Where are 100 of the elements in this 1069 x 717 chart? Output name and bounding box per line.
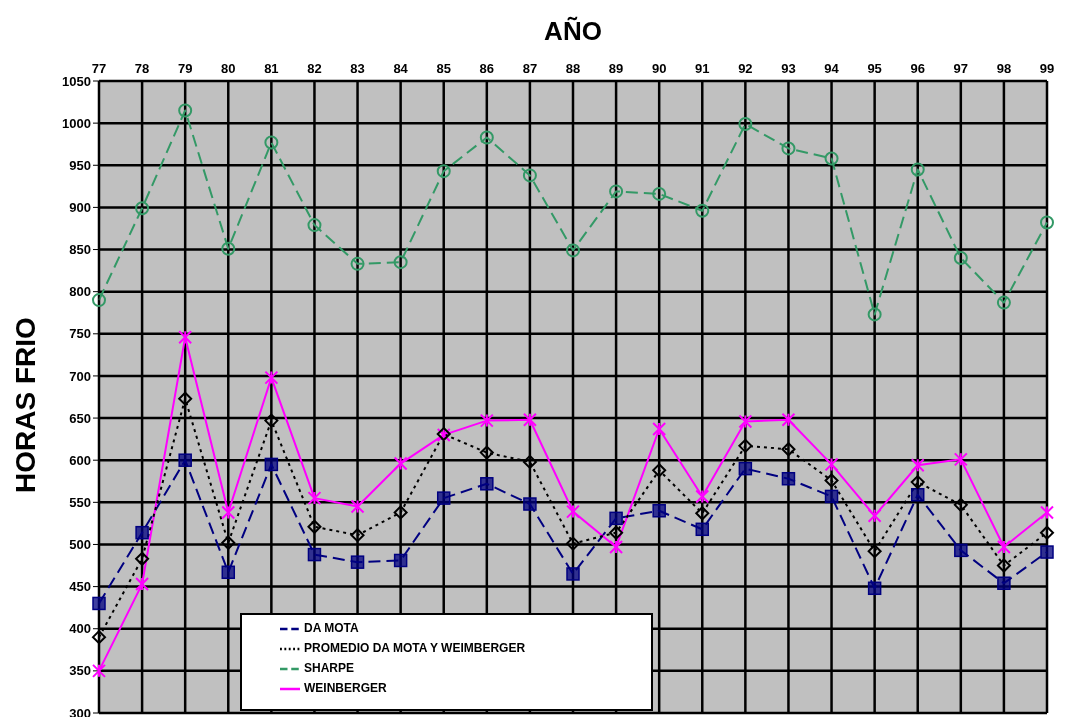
point [350, 499, 365, 514]
point [781, 442, 796, 457]
point [824, 151, 839, 166]
legend-label: PROMEDIO DA MOTA Y WEIMBERGER [304, 641, 526, 656]
point [1040, 525, 1054, 540]
point [996, 539, 1011, 554]
point [953, 497, 968, 512]
point [738, 414, 753, 429]
point [393, 456, 408, 471]
point [996, 295, 1011, 310]
point [738, 461, 753, 476]
point [609, 184, 624, 199]
x-tick-label: 85 [436, 61, 451, 76]
point [566, 536, 580, 551]
point [221, 505, 236, 520]
point [867, 544, 882, 559]
point [652, 504, 666, 518]
point [996, 558, 1011, 573]
point [609, 525, 624, 540]
point [479, 445, 494, 460]
point [738, 116, 753, 131]
point [867, 508, 882, 523]
point [479, 130, 494, 145]
y-tick-label: 1000 [62, 115, 91, 131]
point [824, 489, 839, 504]
x-tick-label: 97 [953, 61, 969, 76]
point [781, 141, 796, 156]
point [350, 555, 365, 569]
x-tick-label: 80 [221, 61, 236, 76]
x-tick-label: 81 [264, 61, 279, 76]
y-tick-label: 350 [69, 663, 91, 679]
x-tick-label: 96 [910, 61, 925, 76]
point [824, 457, 839, 472]
x-tick-label: 88 [565, 61, 581, 76]
x-tick-label: 99 [1039, 61, 1055, 76]
legend-label: SHARPE [304, 661, 355, 676]
y-tick-label: 650 [69, 410, 91, 426]
point [910, 488, 925, 502]
point [178, 391, 193, 406]
point [350, 528, 365, 543]
point [910, 162, 925, 177]
point [479, 413, 494, 428]
point [221, 241, 236, 256]
x-tick-label: 91 [695, 61, 710, 76]
y-tick-label: 800 [69, 284, 91, 300]
y-tick-label: 550 [69, 494, 91, 510]
y-axis-title: HORAS FRIO [10, 317, 42, 493]
point [652, 463, 667, 478]
y-tick-label: 600 [69, 452, 91, 468]
point [480, 477, 494, 491]
point [566, 504, 580, 519]
point [92, 596, 106, 611]
point [1040, 215, 1054, 230]
point [523, 497, 537, 511]
point [522, 168, 537, 183]
point [652, 422, 667, 437]
point [92, 663, 106, 678]
point [307, 519, 322, 534]
point [92, 293, 106, 308]
point [135, 201, 150, 216]
legend-label: DA MOTA [304, 621, 359, 636]
point [436, 491, 451, 505]
point [609, 539, 624, 554]
y-tick-label: 1050 [62, 73, 91, 89]
point [695, 522, 710, 537]
x-axis-title: AÑO [543, 16, 603, 47]
x-tick-label: 86 [479, 61, 495, 76]
point [393, 505, 408, 520]
point [954, 543, 968, 558]
x-tick-label: 90 [651, 61, 667, 76]
y-tick-label: 700 [69, 368, 91, 384]
point [178, 103, 193, 118]
point [997, 576, 1011, 590]
point [738, 438, 753, 453]
point [953, 452, 968, 467]
point [652, 186, 667, 201]
point [695, 203, 710, 218]
point [522, 412, 537, 427]
point [695, 489, 710, 504]
point [781, 412, 796, 427]
point [307, 218, 322, 233]
y-tick-label: 300 [69, 705, 91, 717]
x-tick-label: 95 [867, 61, 882, 76]
point [609, 511, 623, 526]
point [436, 164, 451, 179]
point [221, 535, 236, 550]
legend-label: WEINBERGER [304, 681, 387, 696]
point [910, 458, 925, 473]
point [781, 471, 796, 486]
point [307, 547, 322, 562]
x-tick-label: 78 [134, 61, 150, 76]
point [221, 565, 236, 580]
point [264, 457, 279, 472]
y-tick-label: 500 [69, 537, 91, 553]
x-tick-label: 92 [738, 61, 753, 76]
point [1040, 505, 1054, 520]
point [910, 475, 925, 490]
point [824, 473, 839, 488]
point [867, 581, 882, 596]
y-tick-label: 950 [69, 157, 91, 173]
